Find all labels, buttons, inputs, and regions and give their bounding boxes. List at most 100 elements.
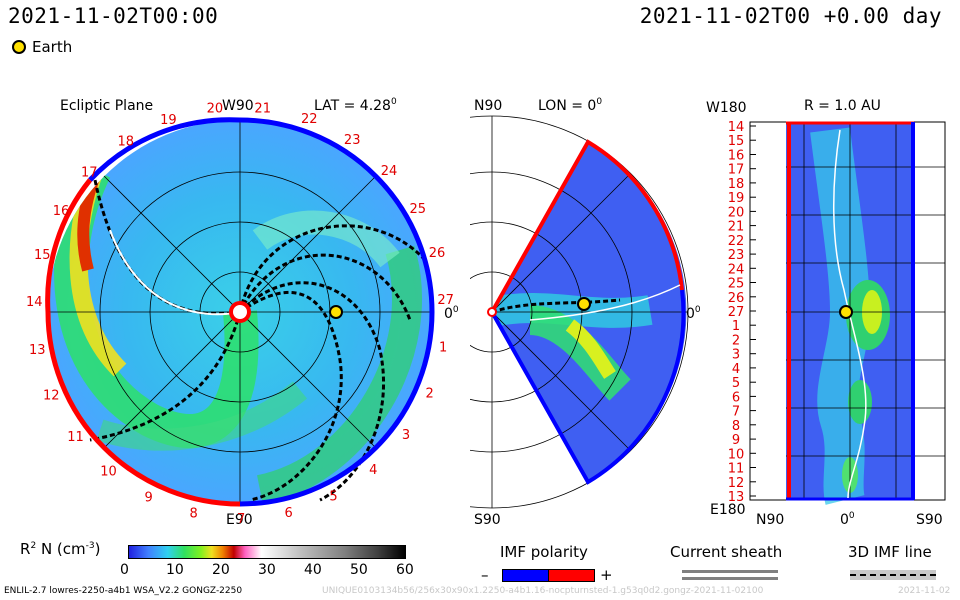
carrington-tick: 8 (190, 507, 198, 522)
model-info: ENLIL-2.7 lowres-2250-a4b1 WSA_V2.2 GONG… (4, 586, 243, 596)
radial-x-right: S90 (916, 512, 943, 528)
carrington-tick: 3 (402, 428, 410, 443)
radial-row-label: 15 (728, 134, 745, 149)
radial-x-left: N90 (756, 512, 784, 528)
radial-row-label: 25 (728, 277, 745, 292)
radial-top-label: W180 (706, 100, 747, 116)
radial-bottom-label: E180 (710, 502, 746, 518)
imf-plus-label: + (600, 566, 613, 584)
carrington-tick: 2 (425, 387, 433, 402)
carrington-tick: 23 (344, 133, 361, 148)
radial-row-label: 13 (728, 490, 745, 505)
radial-row-label: 22 (728, 234, 745, 249)
ecliptic-title: Ecliptic Plane (60, 98, 153, 114)
earth-legend-label: Earth (32, 38, 73, 56)
colorbar-tick-label: 60 (396, 562, 414, 578)
run-id: UNIQUE0103134b56/256x30x90x1.2250-a4b1.1… (322, 586, 764, 596)
imf-polarity-title: IMF polarity (500, 543, 588, 561)
radial-row-label: 16 (728, 149, 745, 164)
radial-row-label: 14 (728, 120, 745, 135)
radial-row-label: 3 (732, 348, 740, 363)
carrington-tick: 1 (439, 341, 447, 356)
radial-row-label: 5 (732, 376, 740, 391)
carrington-tick: 22 (301, 112, 318, 127)
radial-row-label: 19 (728, 191, 745, 206)
colorbar-tick-label: 20 (212, 562, 230, 578)
elapsed-time: 2021-11-02T00 +0.00 day (639, 4, 942, 28)
radial-row-label: 24 (728, 262, 745, 277)
sun-marker-icon (229, 301, 251, 323)
colorbar-tick-label: 50 (350, 562, 368, 578)
radial-row-label: 21 (728, 220, 745, 235)
radial-row-label: 20 (728, 205, 745, 220)
radial-row-label: 26 (728, 291, 745, 306)
ecliptic-top-label: W90 (222, 98, 254, 114)
footer-date: 2021-11-02 (898, 586, 951, 596)
radial-x-mid: 00 (840, 511, 855, 528)
ecliptic-bottom-label: E90 (226, 512, 253, 528)
radial-row-label: 17 (728, 163, 745, 178)
ecliptic-plane-panel: Ecliptic Plane W90 LAT = 4.280 E90 00 20… (26, 97, 459, 528)
earth-marker-icon (12, 40, 26, 54)
colorbar-tick-label: 30 (258, 562, 276, 578)
carrington-tick: 17 (81, 166, 98, 181)
ecliptic-right-label: 00 (444, 305, 459, 322)
radial-row-label: 7 (732, 405, 740, 420)
carrington-tick: 27 (437, 293, 454, 308)
current-sheath-title: Current sheath (670, 543, 783, 561)
carrington-tick: 9 (144, 491, 152, 506)
imf-minus-label: – (481, 566, 489, 584)
radial-row-label: 4 (732, 362, 740, 377)
colorbar-tick-label: 10 (166, 562, 184, 578)
radial-r-label: R = 1.0 AU (804, 98, 881, 114)
radial-row-labels: 1415161718192021222324252627123456789101… (728, 120, 756, 505)
radial-shell-panel: R = 1.0 AU W180 E180 N90 00 S90 14151617… (706, 98, 946, 528)
carrington-tick: 14 (26, 295, 43, 310)
radial-row-label: 9 (732, 433, 740, 448)
earth-legend: Earth (12, 38, 72, 56)
imf-positive-swatch (548, 569, 595, 582)
carrington-tick: 15 (34, 248, 51, 263)
colorbar-tick-label: 0 (120, 562, 129, 578)
imf-line-title: 3D IMF line (848, 543, 932, 561)
imf-negative-swatch (502, 569, 550, 582)
radial-row-label: 8 (732, 419, 740, 434)
carrington-tick: 5 (329, 490, 337, 505)
earth-position-icon (329, 305, 343, 319)
carrington-tick: 20 (207, 102, 224, 117)
carrington-tick: 13 (29, 343, 46, 358)
meridional-bottom-label: S90 (474, 512, 501, 528)
colorbar-tick-label: 40 (304, 562, 322, 578)
earth-position-icon (577, 297, 591, 311)
carrington-tick: 18 (118, 135, 135, 150)
carrington-tick: 11 (67, 430, 84, 445)
radial-row-label: 2 (732, 334, 740, 349)
meridional-lon-label: LON = 00 (538, 97, 602, 114)
current-sheath-swatch-bottom (682, 577, 778, 580)
meridional-plane-panel: N90 LON = 00 00 S90 (470, 97, 700, 528)
imf-line-swatch (850, 570, 936, 580)
earth-position-icon (839, 305, 853, 319)
carrington-tick: 19 (160, 113, 177, 128)
carrington-tick: 25 (410, 202, 427, 217)
carrington-tick: 26 (429, 246, 446, 261)
carrington-tick: 21 (254, 101, 271, 116)
meridional-top-label: N90 (474, 98, 502, 114)
carrington-tick: 6 (285, 506, 293, 521)
radial-row-label: 1 (732, 319, 740, 334)
radial-row-label: 6 (732, 390, 740, 405)
simulation-datetime: 2021-11-02T00:00 (8, 4, 219, 28)
current-sheath-swatch-top (682, 570, 778, 573)
carrington-tick-labels: 20 21222324252627123456789101112131415161… (26, 101, 454, 527)
carrington-tick: 4 (369, 463, 377, 478)
carrington-tick: 24 (381, 164, 398, 179)
meridional-right-label: 00 (686, 305, 700, 322)
radial-row-label: 11 (728, 462, 745, 477)
carrington-tick: 12 (43, 389, 60, 404)
carrington-tick: 7 (237, 512, 245, 527)
colorbar-ticks: 0 10 20 30 40 50 60 (120, 562, 414, 580)
ecliptic-lat-label: LAT = 4.280 (314, 97, 397, 114)
colorbar (128, 545, 406, 559)
radial-row-label: 23 (728, 248, 745, 263)
radial-row-label: 27 (728, 305, 745, 320)
